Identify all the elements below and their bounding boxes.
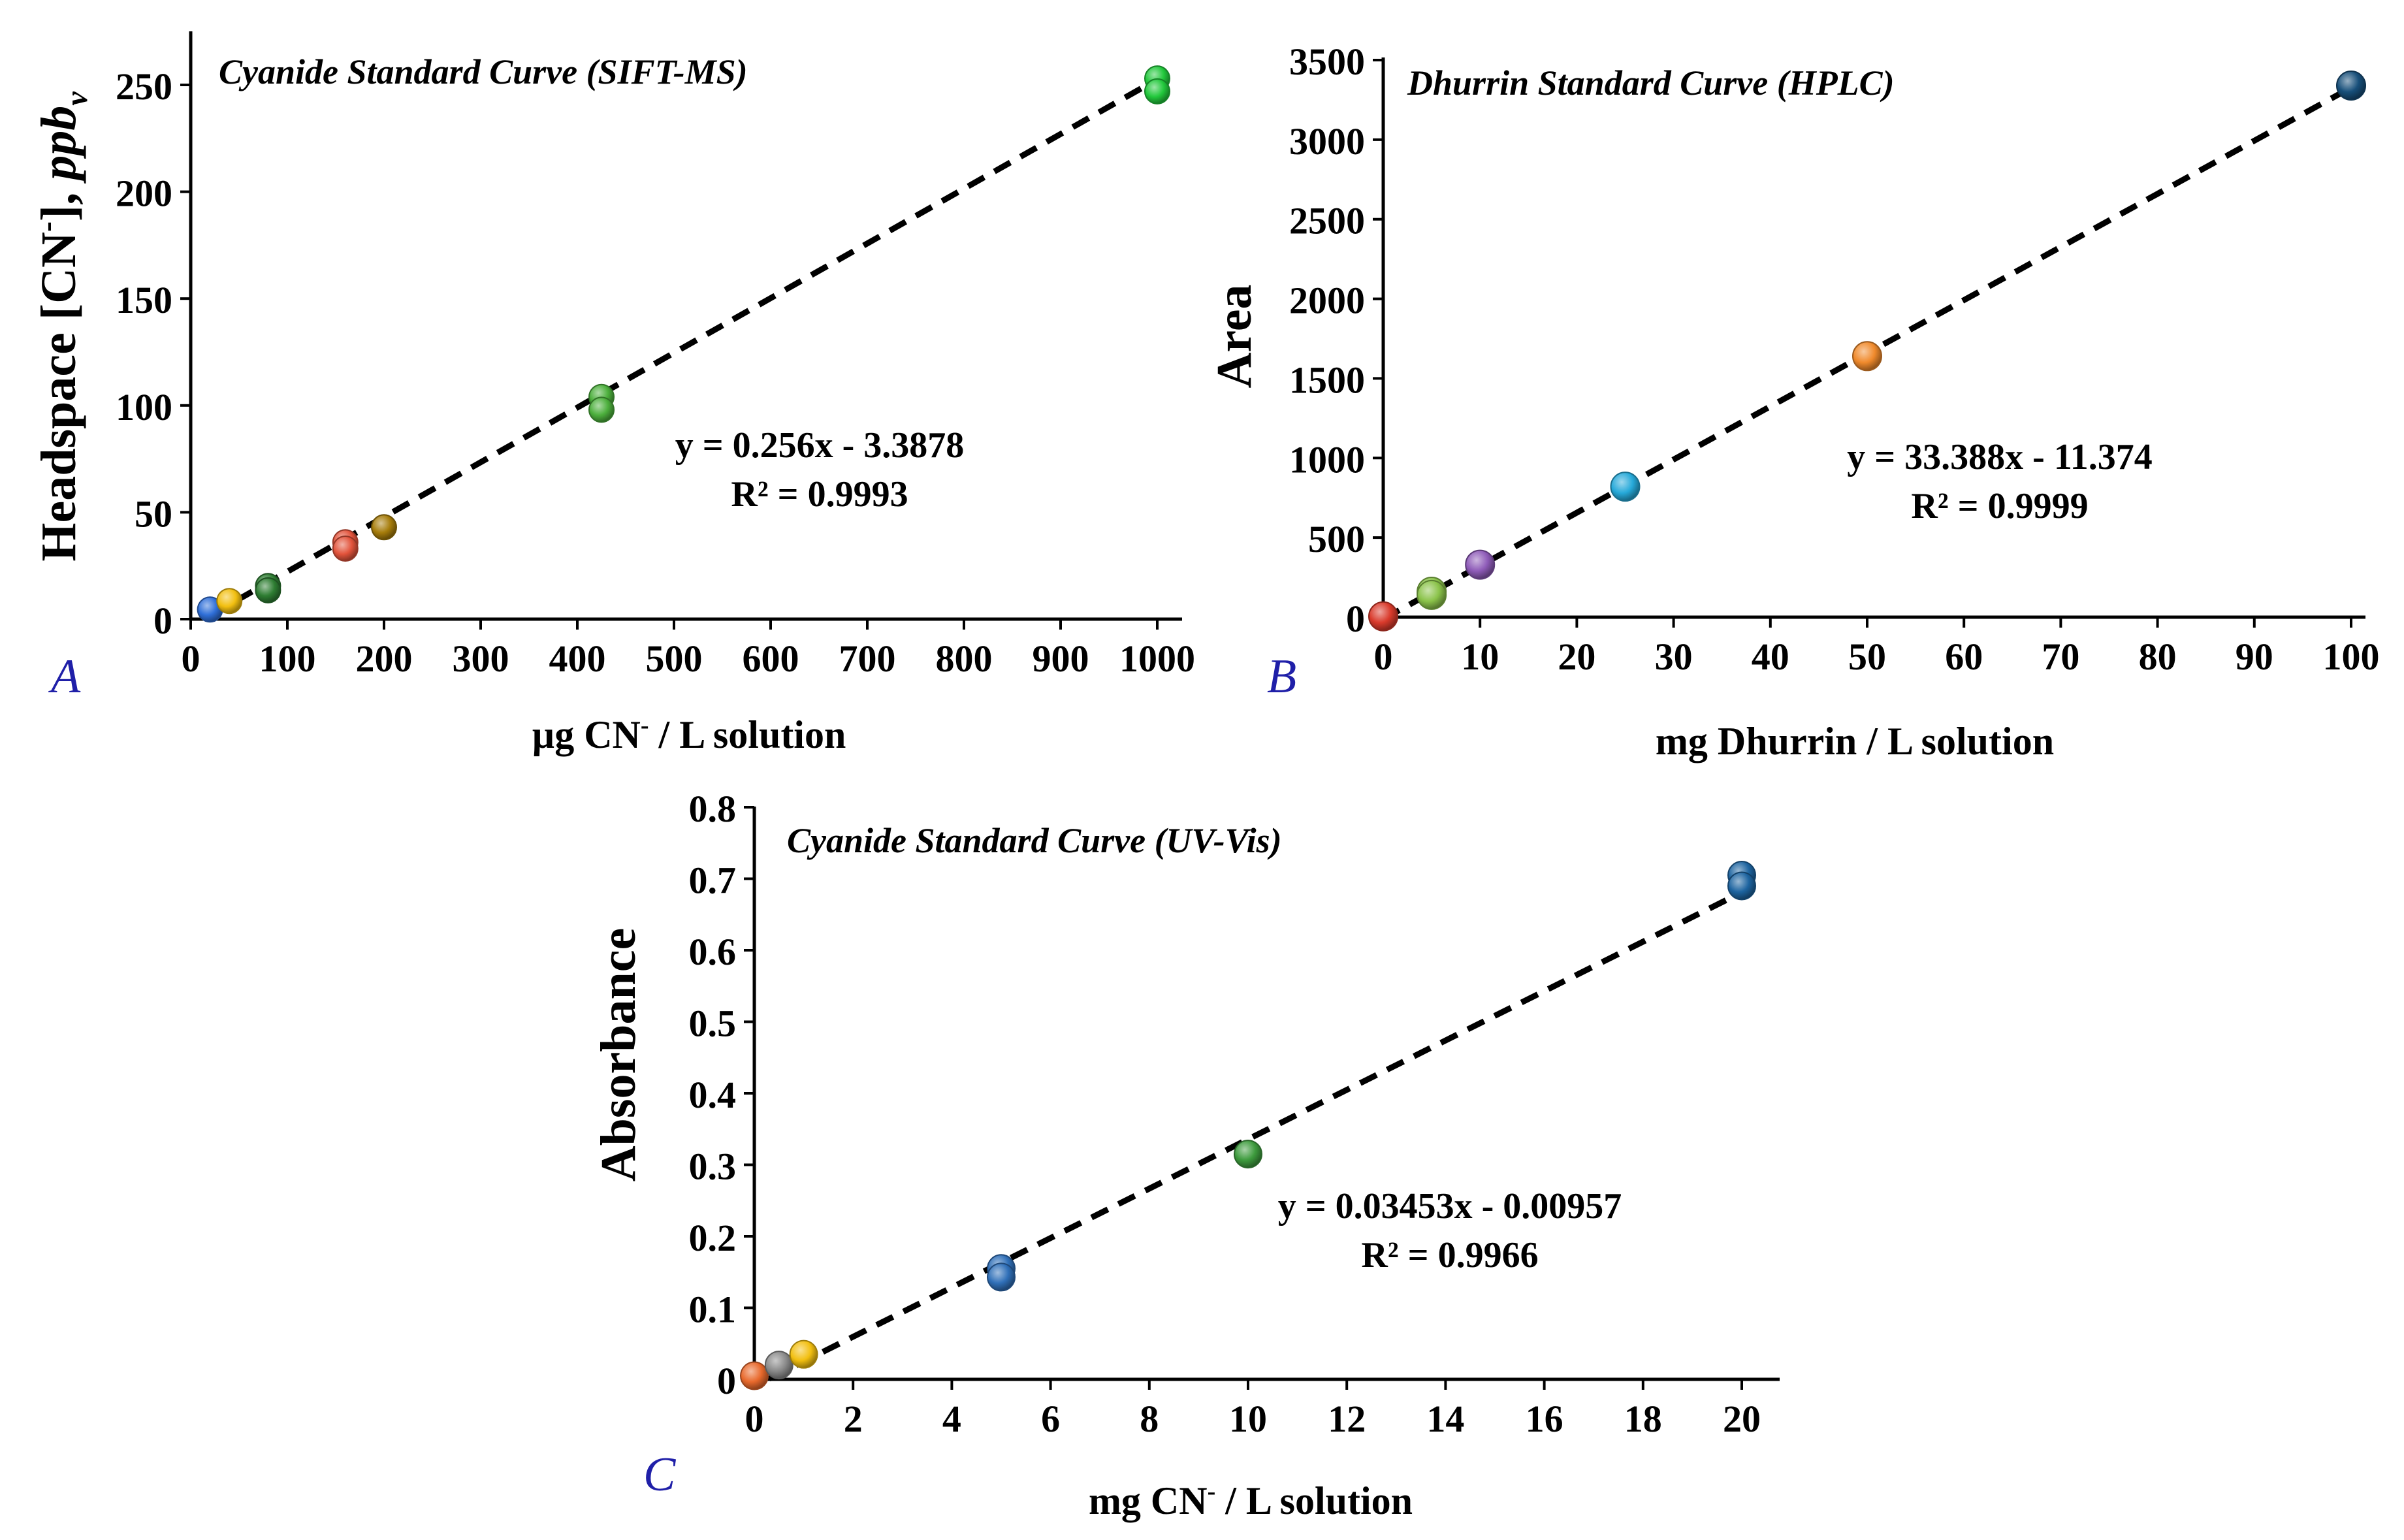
panel-c-y-tick-label: 0.8 — [689, 788, 737, 830]
panel-b-y-tick-label: 2500 — [1289, 200, 1365, 242]
panel-b-data-point — [2336, 70, 2366, 101]
panel-a-data-point — [588, 396, 615, 423]
panel-c-y-tick-label: 0.7 — [689, 859, 737, 902]
panel-a-x-tick-label: 900 — [1033, 637, 1089, 680]
panel-b-y-axis-title: Area — [1207, 285, 1262, 389]
panel-b-y-tick-label: 2000 — [1289, 280, 1365, 322]
panel-c-y-tick-label: 0.4 — [689, 1074, 737, 1116]
panel-b-data-point — [1417, 579, 1447, 610]
panel-b-x-axis-title: mg Dhurrin / L solution — [1656, 720, 2054, 763]
panel-b-y-tick-label: 0 — [1346, 598, 1365, 640]
panel-b-x-tick-label: 90 — [2236, 635, 2273, 678]
panel-a-data-point — [1144, 78, 1170, 104]
panel-a-y-tick-label: 200 — [116, 172, 172, 215]
panel-a-title: Cyanide Standard Curve (SIFT-MS) — [219, 52, 748, 91]
panel-a-x-tick-label: 800 — [936, 637, 993, 680]
panel-c-x-tick-label: 10 — [1229, 1398, 1267, 1440]
panel-a-x-tick-label: 1000 — [1119, 637, 1195, 680]
panel-c-y-tick-label: 0.6 — [689, 931, 737, 973]
panel-b-data-point — [1852, 341, 1882, 372]
panel-c-y-tick-label: 0 — [717, 1360, 736, 1402]
panel-b-x-tick-label: 50 — [1848, 635, 1886, 678]
panel-c-x-tick-label: 0 — [745, 1398, 764, 1440]
panel-a-data-point — [371, 514, 397, 541]
panel-c-x-tick-label: 4 — [942, 1398, 961, 1440]
panel-a-data-point — [255, 577, 281, 603]
panel-a-x-tick-label: 0 — [182, 637, 200, 680]
panel-a-x-tick-label: 300 — [453, 637, 509, 680]
panel-c-x-axis-title: mg CN- / L solution — [1089, 1478, 1413, 1522]
panel-a-y-tick-label: 100 — [116, 386, 172, 428]
panel-c-x-tick-label: 20 — [1723, 1398, 1761, 1440]
panel-a-letter: A — [48, 650, 81, 703]
panel-a-chart: 0 100 200 300 400 500 600 700 800 900 1000 0 50 100 15… — [29, 31, 1195, 756]
panel-a-y-tick-label: 50 — [135, 492, 172, 535]
panel-b-x-tick-label: 40 — [1752, 635, 1789, 678]
panel-b-y-tick-label: 500 — [1308, 518, 1365, 560]
panel-b-x-tick-label: 100 — [2323, 635, 2380, 678]
panel-b-x-tick-label: 20 — [1558, 635, 1595, 678]
panel-b-data-point — [1368, 601, 1398, 632]
panel-c-y-tick-label: 0.2 — [689, 1217, 737, 1259]
panel-c-data-point — [764, 1351, 793, 1380]
panel-a-y-axis-title: Headspace [CN-], ppbv — [29, 91, 94, 562]
panel-a-data-point — [332, 536, 359, 562]
panel-c-y-tick-label: 0.3 — [689, 1146, 737, 1188]
panel-b-y-tick-label: 3500 — [1289, 40, 1365, 83]
panel-b-data-point — [1610, 472, 1641, 502]
panel-c-x-tick-label: 6 — [1041, 1398, 1060, 1440]
panel-a-y-tick-label: 150 — [116, 279, 172, 321]
panel-a-x-tick-label: 200 — [356, 637, 413, 680]
panel-c-x-tick-label: 16 — [1526, 1398, 1563, 1440]
panel-b-x-tick-label: 10 — [1461, 635, 1499, 678]
panel-c-data-point — [789, 1339, 818, 1369]
panel-c-r2: R² = 0.9966 — [1361, 1235, 1538, 1275]
panel-a-y-tick-label: 0 — [153, 600, 172, 642]
panel-c-chart: 0 2 4 6 8 10 12 14 16 18 20 0 0.1 0.2 0.3 0.4 0.5 0.6 0.7 0… — [591, 788, 1780, 1522]
panel-b-x-tick-label: 70 — [2042, 635, 2079, 678]
panel-c-y-tick-label: 0.5 — [689, 1003, 737, 1045]
panel-a-fit-line — [208, 76, 1159, 618]
panel-c-x-tick-label: 2 — [844, 1398, 863, 1440]
panel-c-y-tick-label: 0.1 — [689, 1289, 737, 1331]
panel-c-x-tick-label: 14 — [1426, 1398, 1464, 1440]
panel-a-r2: R² = 0.9993 — [731, 474, 908, 515]
panel-b-chart: 0 10 20 30 40 50 60 70 80 90 100050010001500200025… — [1207, 40, 2380, 763]
panel-b-r2: R² = 0.9999 — [1911, 486, 2088, 526]
panel-c-fit-line — [767, 890, 1744, 1382]
panel-b-letter: B — [1267, 650, 1296, 703]
panel-a-x-tick-label: 500 — [646, 637, 703, 680]
panel-a-x-tick-label: 400 — [549, 637, 606, 680]
panel-c-title: Cyanide Standard Curve (UV-Vis) — [787, 821, 1282, 860]
panel-b-x-tick-label: 30 — [1655, 635, 1693, 678]
panel-b-equation: y = 33.388x - 11.374 — [1847, 437, 2152, 477]
panel-a-y-tick-label: 250 — [116, 65, 172, 108]
panel-c-data-point — [1727, 871, 1756, 901]
panel-c-data-point — [987, 1262, 1016, 1292]
panel-b-x-tick-label: 80 — [2139, 635, 2177, 678]
panel-c-x-tick-label: 18 — [1624, 1398, 1662, 1440]
panel-c-y-axis-title: Absorbance — [591, 928, 646, 1181]
panel-c-letter: C — [643, 1448, 677, 1501]
panel-a-equation: y = 0.256x - 3.3878 — [675, 425, 965, 466]
panel-b-y-tick-label: 1000 — [1289, 438, 1365, 481]
panel-c-x-tick-label: 8 — [1140, 1398, 1159, 1440]
panel-c-equation: y = 0.03453x - 0.00957 — [1278, 1186, 1622, 1227]
panel-b-x-tick-label: 60 — [1945, 635, 1983, 678]
panel-b-title: Dhurrin Standard Curve (HPLC) — [1407, 63, 1895, 103]
panel-a-x-tick-label: 700 — [839, 637, 896, 680]
panel-a-x-tick-label: 600 — [743, 637, 799, 680]
panel-c-data-point — [1234, 1140, 1262, 1169]
panel-b-y-tick-label: 1500 — [1289, 359, 1365, 401]
panel-c-data-point — [740, 1361, 769, 1390]
panel-a-data-point — [216, 588, 243, 615]
panel-c-x-tick-label: 12 — [1328, 1398, 1366, 1440]
panel-a-x-tick-label: 100 — [259, 637, 316, 680]
panel-a-x-axis-title: µg CN- / L solution — [532, 712, 846, 756]
panel-b-y-tick-label: 3000 — [1289, 120, 1365, 163]
panel-b-x-tick-label: 0 — [1374, 635, 1393, 678]
panel-b-data-point — [1465, 549, 1496, 580]
